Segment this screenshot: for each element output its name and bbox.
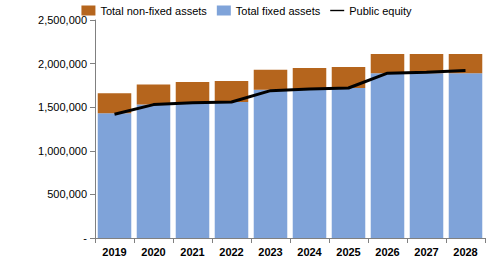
svg-text:2021: 2021	[180, 246, 204, 258]
svg-text:2,000,000: 2,000,000	[38, 58, 87, 70]
svg-text:Total fixed assets: Total fixed assets	[236, 5, 321, 17]
svg-text:2022: 2022	[219, 246, 243, 258]
svg-text:1,000,000: 1,000,000	[38, 145, 87, 157]
svg-text:2025: 2025	[336, 246, 360, 258]
svg-text:500,000: 500,000	[47, 188, 87, 200]
svg-text:2019: 2019	[102, 246, 126, 258]
svg-text:2027: 2027	[414, 246, 438, 258]
svg-text:2,500,000: 2,500,000	[38, 14, 87, 26]
svg-text:2026: 2026	[375, 246, 399, 258]
svg-text:Public equity: Public equity	[349, 5, 412, 17]
svg-text:1,500,000: 1,500,000	[38, 101, 87, 113]
svg-text:Total non-fixed assets: Total non-fixed assets	[100, 5, 207, 17]
svg-text:2024: 2024	[297, 246, 322, 258]
svg-text:2023: 2023	[258, 246, 282, 258]
svg-text:2020: 2020	[141, 246, 165, 258]
svg-text:2028: 2028	[453, 246, 477, 258]
svg-text:-: -	[83, 232, 87, 244]
